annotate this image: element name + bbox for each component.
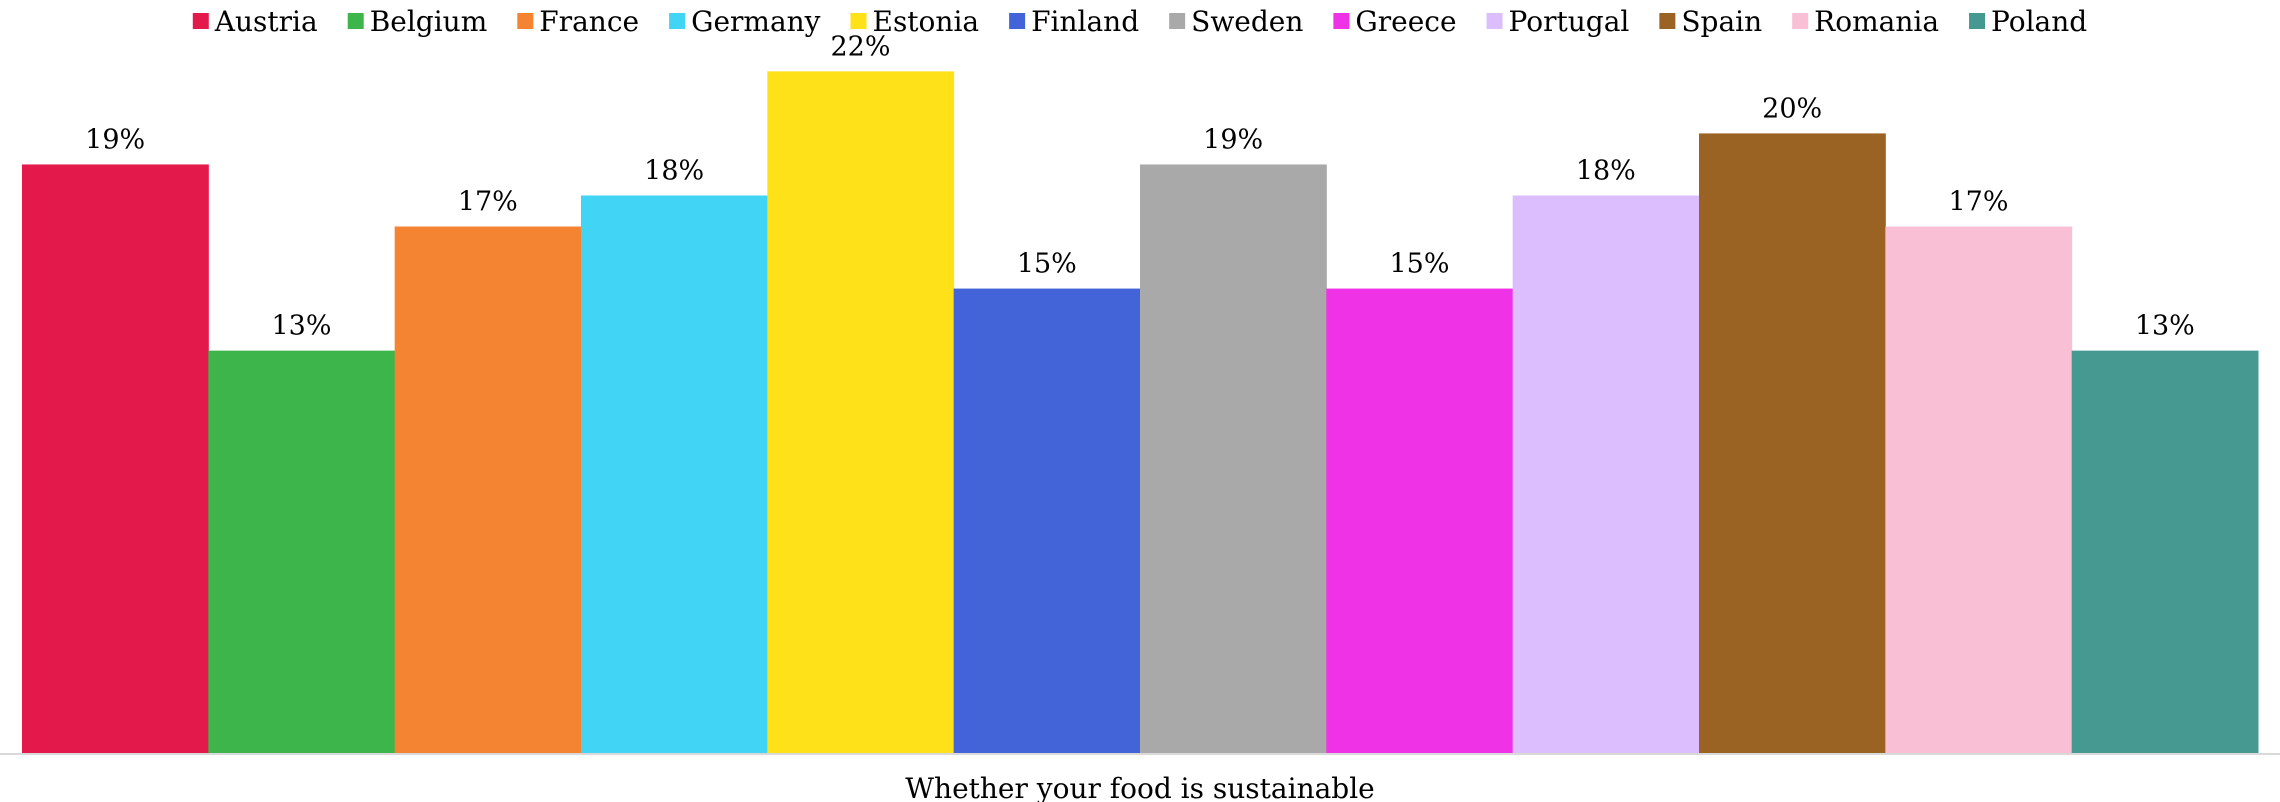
legend-label: Poland <box>1991 5 2087 38</box>
data-label-romania: 17% <box>1948 187 2008 218</box>
legend-label: Austria <box>214 5 318 38</box>
legend-swatch <box>669 13 686 29</box>
legend-item-poland: Poland <box>1969 5 2087 38</box>
bar-austria <box>22 164 209 754</box>
legend-item-portugal: Portugal <box>1486 5 1630 38</box>
data-label-spain: 20% <box>1762 93 1822 124</box>
legend-label: Germany <box>691 5 821 38</box>
bar-belgium <box>208 350 396 754</box>
data-label-poland: 13% <box>2135 311 2195 342</box>
data-label-france: 17% <box>458 187 518 218</box>
legend-swatch <box>1333 13 1350 29</box>
legend-swatch <box>347 13 364 29</box>
data-label-belgium: 13% <box>271 311 331 342</box>
bar-finland <box>953 288 1141 754</box>
legend-swatch <box>850 13 867 29</box>
legend-label: Sweden <box>1191 5 1303 38</box>
legend: Austria Belgium France Germany Estonia Finlan… <box>192 5 2087 38</box>
legend-item-belgium: Belgium <box>347 5 488 38</box>
bar-france <box>394 226 582 754</box>
data-label-finland: 15% <box>1017 249 1077 280</box>
bar-portugal <box>1512 195 1700 755</box>
bar-poland <box>2071 350 2259 754</box>
legend-swatch <box>1009 13 1026 29</box>
data-labels: 19% 13% 17% 18% 22% 15% 19% 15% 18% 20% 17% 13% <box>85 31 2195 341</box>
legend-item-spain: Spain <box>1659 5 1762 38</box>
legend-swatch <box>1969 13 1986 29</box>
legend-item-greece: Greece <box>1333 5 1457 38</box>
legend-item-france: France <box>517 5 639 38</box>
legend-label: France <box>539 5 639 38</box>
bar-estonia <box>767 71 955 755</box>
legend-label: Romania <box>1814 5 1939 38</box>
bars <box>22 71 2259 755</box>
legend-label: Greece <box>1355 5 1456 38</box>
bar-spain <box>1699 133 1886 755</box>
legend-label: Belgium <box>370 5 488 38</box>
data-label-greece: 15% <box>1389 249 1449 280</box>
bar-romania <box>1885 226 2073 754</box>
data-label-estonia: 22% <box>830 31 890 62</box>
legend-swatch <box>517 13 534 29</box>
legend-item-austria: Austria <box>192 5 318 38</box>
legend-label: Finland <box>1031 5 1139 38</box>
bar-greece <box>1326 288 1514 754</box>
data-label-austria: 19% <box>85 124 145 155</box>
data-label-sweden: 19% <box>1203 124 1263 155</box>
legend-item-estonia: Estonia <box>850 5 980 38</box>
legend-item-germany: Germany <box>669 5 821 38</box>
legend-label: Portugal <box>1509 5 1630 38</box>
legend-swatch <box>1792 13 1809 29</box>
legend-swatch <box>1659 13 1676 29</box>
legend-swatch <box>192 13 209 29</box>
data-label-germany: 18% <box>644 155 704 186</box>
bar-germany <box>581 195 768 755</box>
legend-swatch <box>1169 13 1186 29</box>
data-label-portugal: 18% <box>1576 155 1636 186</box>
bar-sweden <box>1140 164 1327 754</box>
legend-item-finland: Finland <box>1009 5 1139 38</box>
legend-item-romania: Romania <box>1792 5 1939 38</box>
legend-swatch <box>1486 13 1503 29</box>
legend-item-sweden: Sweden <box>1169 5 1303 38</box>
legend-label: Spain <box>1681 5 1762 38</box>
x-axis-title: Whether your food is sustainable <box>905 772 1375 802</box>
legend-label: Estonia <box>873 5 980 38</box>
